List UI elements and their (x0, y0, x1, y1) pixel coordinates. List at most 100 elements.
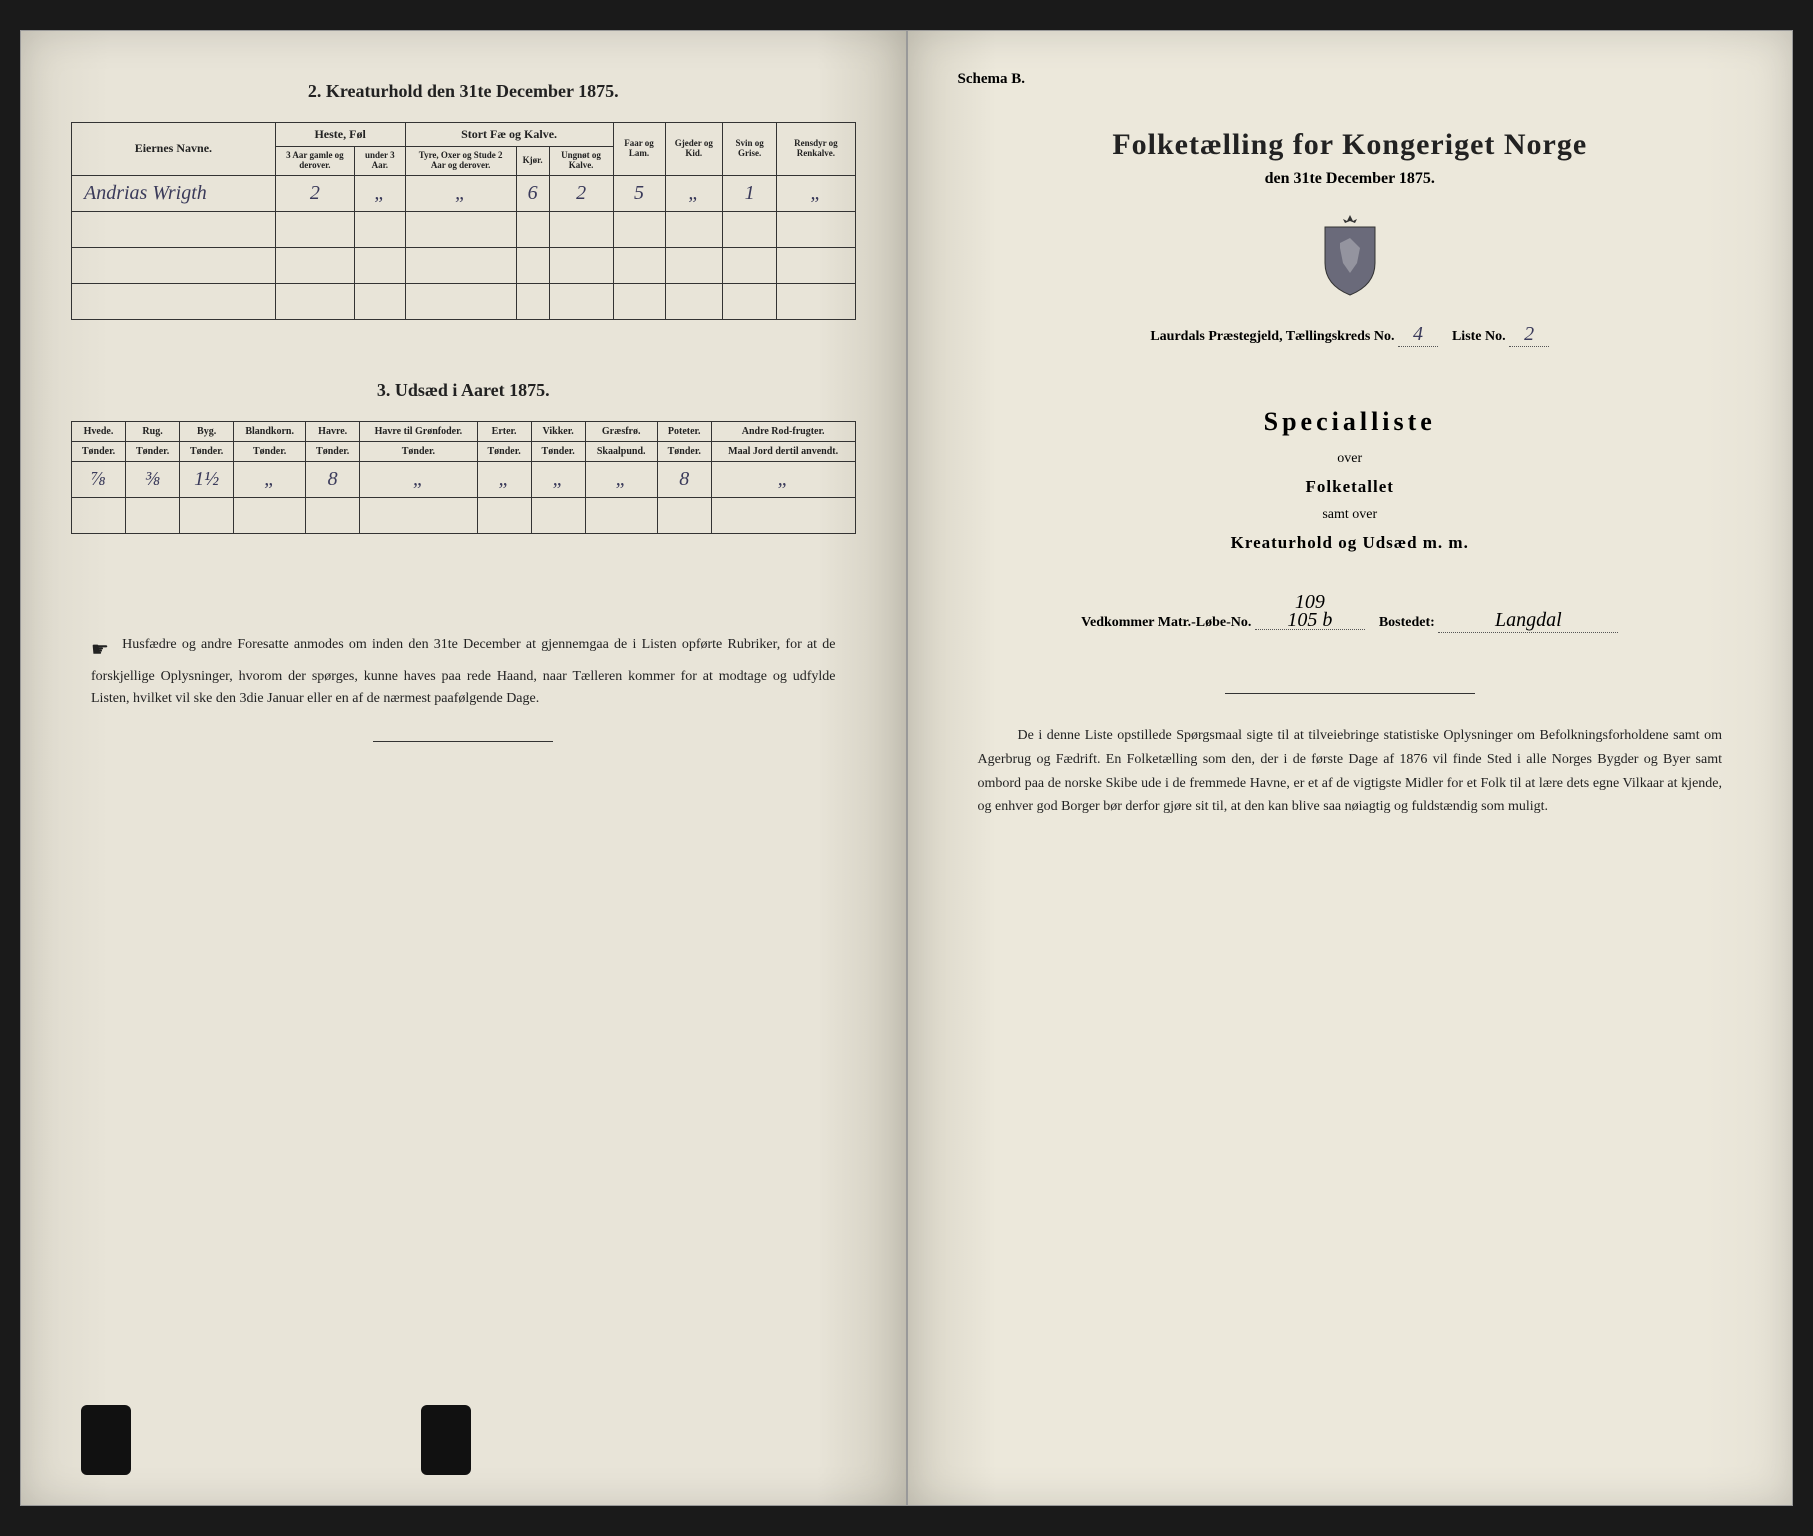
col-rensdyr: Rensdyr og Renkalve. (777, 123, 855, 176)
cell (585, 497, 657, 533)
table-row: Andrias Wrigth 2 „ „ 6 2 5 „ 1 „ (72, 175, 856, 211)
cell: 2 (275, 175, 354, 211)
kreds-no: 4 (1398, 323, 1438, 347)
cell (234, 497, 306, 533)
cell: „ (531, 461, 585, 497)
col-subheader: Tønder. (72, 441, 126, 461)
sub-stort3: Ungnøt og Kalve. (549, 147, 613, 176)
cell: 1 (723, 175, 777, 211)
col-subheader: Maal Jord dertil anvendt. (711, 441, 855, 461)
col-header: Havre. (306, 421, 360, 441)
census-title: Folketælling for Kongeriget Norge (958, 128, 1743, 162)
cell: „ (234, 461, 306, 497)
specialliste-heading: Specialliste (958, 407, 1743, 437)
col-subheader: Tønder. (531, 441, 585, 461)
divider (1225, 693, 1475, 694)
cell: 8 (657, 461, 711, 497)
pointer-icon: ☛ (91, 634, 109, 666)
binder-clip (421, 1405, 471, 1475)
table-kreaturhold: Eiernes Navne. Heste, Føl Stort Fæ og Ka… (71, 122, 856, 320)
col-subheader: Tønder. (234, 441, 306, 461)
cell: 5 (613, 175, 665, 211)
sub-heste1: 3 Aar gamle og derover. (275, 147, 354, 176)
table-row (72, 247, 856, 283)
divider (373, 741, 553, 742)
cell: ⅞ (72, 461, 126, 497)
matr-label: Vedkommer Matr.-Løbe-No. (1081, 615, 1251, 630)
col-subheader: Skaalpund. (585, 441, 657, 461)
cell (180, 497, 234, 533)
col-subheader: Tønder. (477, 441, 531, 461)
cell: „ (665, 175, 723, 211)
col-header: Havre til Grønfoder. (360, 421, 477, 441)
col-faar: Faar og Lam. (613, 123, 665, 176)
col-header: Hvede. (72, 421, 126, 441)
census-subtitle: den 31te December 1875. (958, 170, 1743, 188)
cell (477, 497, 531, 533)
cell: 8 (306, 461, 360, 497)
intro-paragraph: De i denne Liste opstillede Spørgsmaal s… (958, 724, 1743, 819)
col-header: Græsfrø. (585, 421, 657, 441)
meta-line: Laurdals Præstegjeld, Tællingskreds No. … (958, 323, 1743, 347)
cell: „ (711, 461, 855, 497)
table-udsaed: Hvede.Rug.Byg.Blandkorn.Havre.Havre til … (71, 421, 856, 534)
liste-label: Liste No. (1452, 329, 1506, 344)
coat-of-arms-icon (1315, 213, 1385, 298)
cell (360, 497, 477, 533)
specialliste-block: Specialliste over Folketallet samt over … (958, 407, 1743, 553)
cell (306, 497, 360, 533)
section2-title: 2. Kreaturhold den 31te December 1875. (71, 81, 856, 102)
col-group-stort: Stort Fæ og Kalve. (405, 123, 613, 147)
cell (657, 497, 711, 533)
presteg-suffix: Præstegjeld, Tællingskreds No. (1208, 329, 1394, 344)
cell: 1½ (180, 461, 234, 497)
col-subheader: Tønder. (360, 441, 477, 461)
table-row (72, 497, 856, 533)
binder-clip (81, 1405, 131, 1475)
line: over (958, 451, 1743, 467)
col-subheader: Tønder. (180, 441, 234, 461)
owner-name: Andrias Wrigth (72, 175, 276, 211)
col-svin: Svin og Grise. (723, 123, 777, 176)
cell: „ (777, 175, 855, 211)
col-header: Blandkorn. (234, 421, 306, 441)
sub-stort1: Tyre, Oxer og Stude 2 Aar og derover. (405, 147, 516, 176)
cell (711, 497, 855, 533)
presteg-name: Laurdals (1150, 329, 1204, 344)
table-header-row: Hvede.Rug.Byg.Blandkorn.Havre.Havre til … (72, 421, 856, 441)
col-header: Byg. (180, 421, 234, 441)
table-row: ⅞⅜1½„8„„„„8„ (72, 461, 856, 497)
table-row (72, 283, 856, 319)
book-spread: 2. Kreaturhold den 31te December 1875. E… (0, 0, 1813, 1536)
cell: „ (405, 175, 516, 211)
sub-heste2: under 3 Aar. (355, 147, 405, 176)
line: Folketallet (958, 477, 1743, 497)
col-subheader: Tønder. (306, 441, 360, 461)
schema-label: Schema B. (958, 71, 1743, 88)
col-header: Vikker. (531, 421, 585, 441)
cell (126, 497, 180, 533)
footnote-text: Husfædre og andre Foresatte anmodes om i… (91, 637, 836, 706)
cell: 6 (516, 175, 549, 211)
col-header: Andre Rod-frugter. (711, 421, 855, 441)
cell: 2 (549, 175, 613, 211)
line: Kreaturhold og Udsæd m. m. (958, 533, 1743, 553)
cell: „ (585, 461, 657, 497)
col-group-heste: Heste, Føl (275, 123, 405, 147)
col-header: Erter. (477, 421, 531, 441)
col-gjeder: Gjeder og Kid. (665, 123, 723, 176)
cell: ⅜ (126, 461, 180, 497)
sub-stort2: Kjør. (516, 147, 549, 176)
cell: „ (355, 175, 405, 211)
table-row (72, 211, 856, 247)
liste-no: 2 (1509, 323, 1549, 347)
cell (72, 497, 126, 533)
matr-value: 109 105 b (1255, 593, 1365, 630)
col-subheader: Tønder. (657, 441, 711, 461)
col-subheader: Tønder. (126, 441, 180, 461)
cell: „ (477, 461, 531, 497)
table-subheader-row: Tønder.Tønder.Tønder.Tønder.Tønder.Tønde… (72, 441, 856, 461)
cell (531, 497, 585, 533)
col-header: Rug. (126, 421, 180, 441)
cell: „ (360, 461, 477, 497)
